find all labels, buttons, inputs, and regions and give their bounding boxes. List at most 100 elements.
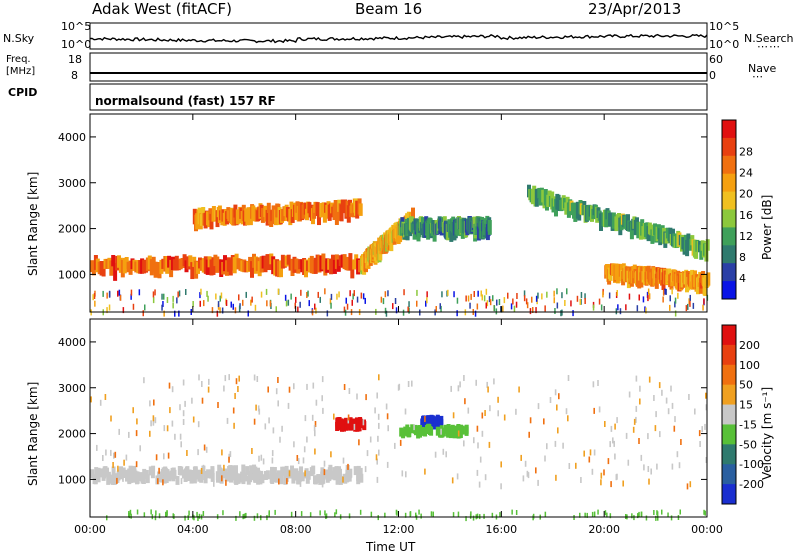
velocity-scatter [376,392,378,399]
velocity-scatter [535,467,537,474]
velocity-scatter [593,449,596,456]
velocity-echo [234,475,239,485]
power-echo [358,203,363,216]
velocity-scatter [665,397,668,404]
velocity-scatter [543,418,545,425]
velocity-noise [667,512,669,518]
velocity-scatter [293,441,295,448]
velocity-scatter [262,458,265,465]
nsearch-tick-bottom: 10^0 [709,38,740,51]
velocity-scatter [699,441,701,447]
power-noise [221,307,224,314]
velocity-noise [198,513,201,519]
power-noise [265,288,268,295]
velocity-scatter [90,396,92,403]
velocity-colorbar-segment [722,484,736,505]
velocity-noise [184,515,186,521]
power-noise [329,298,332,305]
power-colorbar-segment [722,191,736,210]
power-noise [220,292,223,299]
velocity-noise [656,511,659,517]
velocity-scatter [229,451,232,458]
velocity-noise [409,511,412,517]
velocity-scatter [526,470,529,477]
power-noise [178,310,180,317]
power-noise [476,303,479,310]
velocity-scatter [592,381,595,388]
velocity-scatter [136,418,138,425]
velocity-noise [415,512,417,518]
power-noise [572,310,574,317]
power-noise [425,300,427,307]
power-noise [162,301,164,307]
x-tick-label: 16:00 [485,523,517,536]
velocity-echo [283,469,288,479]
velocity-scatter [237,386,239,392]
velocity-scatter [114,451,117,458]
velocity-noise [457,511,460,517]
velocity-scatter [321,481,324,488]
velocity-scatter [306,436,308,443]
power-noise [513,305,516,312]
power-noise [297,306,299,313]
velocity-echo [229,473,234,483]
power-noise [242,299,244,306]
power-noise [176,297,178,304]
power-noise [142,310,144,317]
power-noise [556,302,559,309]
velocity-scatter [457,385,460,392]
velocity-scatter [554,389,557,396]
velocity-scatter [321,376,324,383]
velocity-scatter [487,386,489,393]
velocity-scatter [603,469,605,476]
power-noise [465,295,467,302]
power-noise [523,290,526,297]
velocity-scatter [653,395,655,401]
power-colorbar-segment [722,137,736,157]
power-noise [447,289,449,296]
power-noise [219,295,221,302]
velocity-echo [435,426,440,436]
velocity-echo [144,470,149,479]
velocity-noise [604,510,607,516]
velocity-scatter [374,407,376,414]
velocity-scatter [356,393,358,400]
power-noise [260,291,263,298]
velocity-scatter [698,430,701,437]
velocity-echo [256,475,261,485]
velocity-noise [106,515,108,521]
velocity-scatter [197,449,199,456]
x-tick-label: 04:00 [177,523,209,536]
velocity-colorbar-tick-label: -100 [739,458,764,471]
nsearch-label: N.Search [744,32,794,45]
velocity-scatter [364,466,367,473]
velocity-echo [338,475,343,485]
velocity-colorbar-tick-label: 15 [739,399,753,412]
velocity-scatter [661,389,663,396]
power-echo [233,204,238,218]
x-tick-label: 00:00 [691,523,723,536]
power-noise [247,310,249,317]
velocity-scatter [158,467,160,474]
power-noise [254,304,257,311]
power-noise [645,307,647,314]
velocity-scatter [616,417,618,424]
power-echo [265,209,270,226]
velocity-colorbar-tick-label: -15 [739,418,757,431]
velocity-noise [593,511,596,517]
velocity-echo [423,418,428,428]
velocity-scatter [279,436,281,443]
velocity-scatter [580,477,582,483]
power-noise [290,293,292,300]
power-noise [532,307,534,313]
velocity-noise [129,509,132,515]
velocity-noise [196,511,198,517]
velocity-echo [189,470,194,479]
velocity-echo [328,464,333,474]
velocity-echo [128,473,133,483]
velocity-echo [249,465,254,475]
power-noise [93,293,96,299]
power-noise [441,291,443,298]
power-noise [118,289,121,296]
velocity-echo [150,469,155,479]
